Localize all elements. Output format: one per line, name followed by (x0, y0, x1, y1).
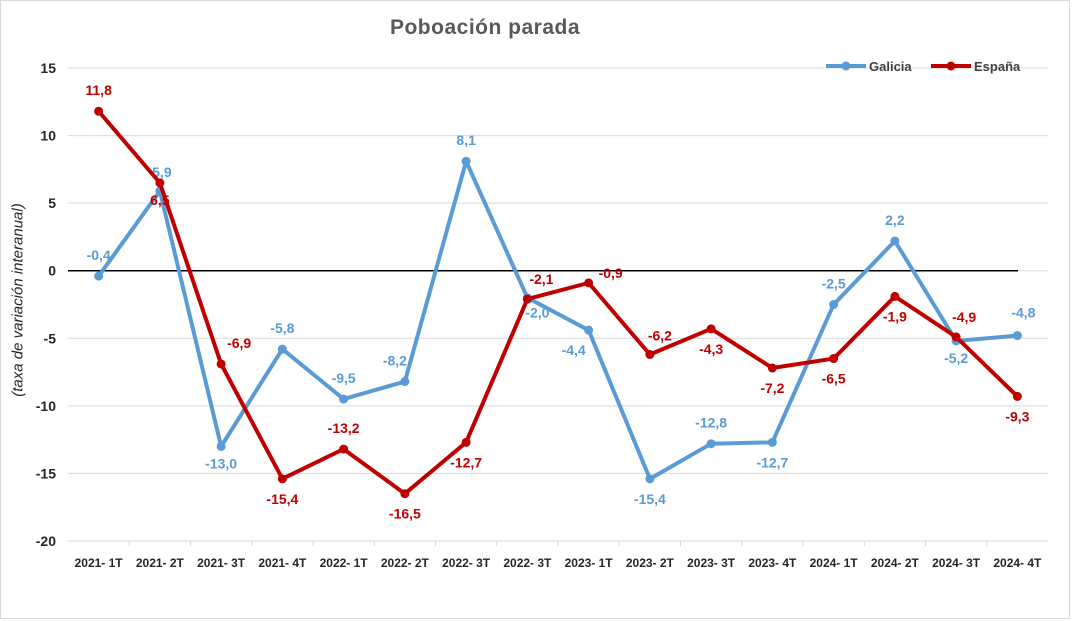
data-label: -13,2 (328, 420, 360, 436)
data-label: -1,9 (883, 308, 907, 324)
x-tick-label: 2024- 1T (810, 556, 859, 570)
x-tick-label: 2024- 2T (871, 556, 920, 570)
data-point (767, 363, 777, 373)
data-point (706, 324, 716, 334)
data-label: -6,2 (648, 328, 672, 344)
legend-marker (946, 61, 956, 71)
data-label: -4,8 (1011, 305, 1035, 321)
data-point (584, 325, 594, 335)
data-label: -12,7 (756, 454, 788, 470)
data-point (216, 441, 226, 451)
x-tick-label: 2021- 4T (258, 556, 307, 570)
data-label: -2,1 (529, 271, 553, 287)
data-point (890, 291, 900, 301)
data-point (584, 278, 594, 288)
data-label: -2,0 (525, 305, 549, 321)
data-label: -4,3 (699, 341, 723, 357)
data-label: 5,9 (152, 164, 172, 180)
data-point (155, 178, 165, 188)
data-point (400, 489, 410, 499)
x-tick-label: 2024- 3T (932, 556, 981, 570)
y-tick-label: 15 (40, 60, 56, 76)
x-tick-label: 2022- 3T (442, 556, 491, 570)
data-label: -13,0 (205, 455, 237, 471)
data-point (706, 439, 716, 449)
data-label: -6,5 (822, 371, 846, 387)
x-tick-label: 2023- 1T (565, 556, 614, 570)
x-tick-label: 2022- 3T (503, 556, 552, 570)
series-line-galicia (97, 159, 1018, 481)
y-tick-label: -15 (36, 465, 56, 481)
data-point (1012, 391, 1022, 401)
data-label: 8,1 (456, 132, 476, 148)
data-point (951, 332, 961, 342)
data-point (339, 444, 349, 454)
data-point (461, 156, 471, 166)
data-label: -16,5 (389, 506, 421, 522)
data-point (400, 377, 410, 387)
x-tick-label: 2022- 1T (320, 556, 369, 570)
data-label: -5,8 (270, 320, 294, 336)
data-point (94, 271, 104, 281)
series-line-españa (97, 109, 1019, 496)
data-label: -12,7 (450, 454, 482, 470)
chart-title: Poboación parada (389, 16, 581, 39)
data-point (767, 437, 777, 447)
data-point (277, 474, 287, 484)
data-label: -15,4 (266, 491, 298, 507)
y-tick-label: 0 (48, 263, 56, 279)
data-label: -0,9 (599, 265, 623, 281)
data-point (277, 344, 287, 354)
data-label: 6,5 (150, 192, 170, 208)
y-tick-label: 5 (48, 195, 56, 211)
y-tick-label: -5 (44, 330, 57, 346)
x-tick-label: 2021- 2T (136, 556, 185, 570)
x-tick-label: 2022- 2T (381, 556, 430, 570)
x-tick-label: 2024- 4T (993, 556, 1042, 570)
legend-marker (841, 61, 851, 71)
data-label: -7,2 (760, 380, 784, 396)
legend-label: España (974, 59, 1021, 74)
data-point (1012, 331, 1022, 341)
data-label: -0,4 (87, 247, 111, 263)
data-label: -8,2 (383, 353, 407, 369)
data-label: 2,2 (885, 212, 905, 228)
data-point (890, 236, 900, 246)
y-tick-label: 10 (40, 128, 56, 144)
data-label: -6,9 (227, 335, 251, 351)
x-tick-label: 2023- 3T (687, 556, 736, 570)
x-tick-label: 2021- 3T (197, 556, 246, 570)
data-point (339, 394, 349, 404)
data-label: -15,4 (634, 491, 666, 507)
data-point (216, 359, 226, 369)
data-label: -4,9 (952, 309, 976, 325)
data-point (522, 294, 532, 304)
data-point (829, 300, 839, 309)
data-label: -12,8 (695, 415, 727, 431)
data-label: -4,4 (562, 342, 586, 358)
data-point (94, 106, 104, 116)
data-point (645, 350, 655, 360)
x-tick-label: 2021- 1T (75, 556, 124, 570)
legend-label: Galicia (869, 59, 912, 74)
data-label: 11,8 (85, 82, 112, 98)
x-tick-label: 2023- 4T (748, 556, 797, 570)
data-point (829, 354, 839, 364)
x-tick-label: 2023- 2T (626, 556, 675, 570)
data-label: -5,2 (944, 350, 968, 366)
y-tick-label: -10 (36, 398, 56, 414)
data-point (461, 437, 471, 447)
data-label: -9,5 (332, 370, 356, 386)
data-point (645, 474, 655, 484)
data-label: -2,5 (822, 276, 846, 292)
y-tick-label: -20 (36, 533, 56, 549)
data-label: -9,3 (1005, 408, 1029, 424)
